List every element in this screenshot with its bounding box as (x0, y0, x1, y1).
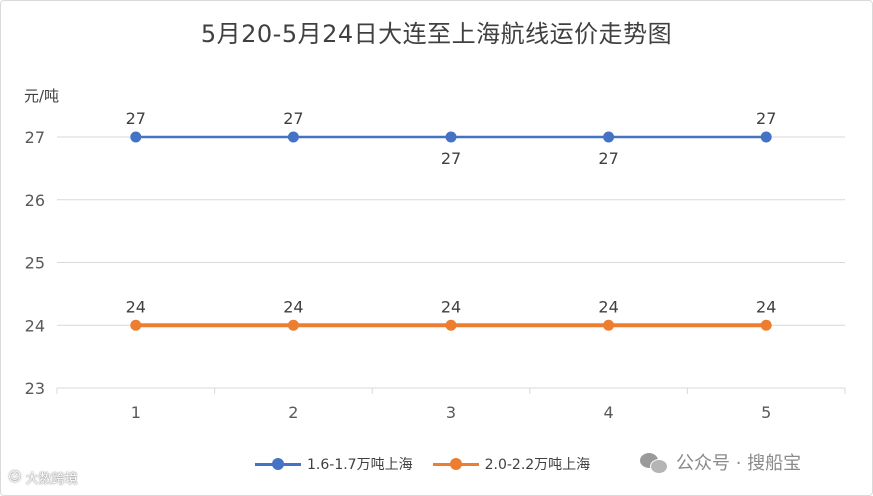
x-tick-label: 2 (288, 403, 298, 422)
data-label-series-2: 24 (283, 297, 303, 316)
data-point-series-1 (445, 131, 457, 143)
data-point-series-1 (130, 131, 142, 143)
watermark-left-text: 大数跨境 (25, 472, 78, 487)
data-label-series-1: 27 (598, 149, 618, 168)
watermark-left: ☺ 大数跨境 (8, 468, 78, 487)
y-tick-label: 26 (25, 191, 45, 210)
data-point-series-2 (760, 319, 772, 331)
data-label-series-1: 27 (441, 149, 461, 168)
y-axis-unit-label: 元/吨 (24, 87, 60, 105)
wechat-icon (640, 451, 668, 474)
data-point-series-2 (445, 319, 457, 331)
data-label-series-2: 24 (756, 297, 776, 316)
y-tick-label: 27 (25, 128, 45, 147)
data-label-series-1: 27 (283, 109, 303, 128)
legend-item-series-1[interactable]: 1.6-1.7万吨上海 (255, 454, 413, 474)
watermark-right: 公众号 · 搜船宝 (640, 449, 801, 475)
data-point-series-2 (130, 319, 142, 331)
data-label-series-1: 27 (756, 109, 776, 128)
legend-label-series-2: 2.0-2.2万吨上海 (484, 457, 591, 473)
chart-title: 5月20-5月24日大连至上海航线运价走势图 (200, 20, 673, 48)
legend-swatch-series-1 (255, 457, 301, 471)
legend-swatch-series-2 (432, 457, 479, 471)
smiley-logo-icon: ☺ (8, 470, 22, 485)
y-tick-label: 24 (25, 316, 45, 335)
x-tick-label: 4 (604, 403, 614, 422)
data-label-series-1: 27 (126, 109, 146, 128)
legend-item-series-2[interactable]: 2.0-2.2万吨上海 (432, 454, 591, 474)
legend: 1.6-1.7万吨上海 2.0-2.2万吨上海 (255, 450, 590, 478)
x-tick-label: 5 (761, 403, 771, 422)
data-label-series-2: 24 (126, 297, 146, 316)
data-point-series-1 (287, 131, 299, 143)
data-label-series-2: 24 (441, 297, 461, 316)
x-tick-label: 3 (446, 403, 456, 422)
data-point-series-1 (603, 131, 615, 143)
legend-label-series-1: 1.6-1.7万吨上海 (307, 457, 413, 473)
data-point-series-1 (760, 131, 772, 143)
y-tick-label: 23 (25, 379, 45, 398)
x-tick-label: 1 (131, 403, 141, 422)
watermark-right-text: 公众号 · 搜船宝 (676, 453, 802, 474)
data-point-series-2 (287, 319, 299, 331)
data-point-series-2 (603, 319, 615, 331)
y-tick-label: 25 (25, 254, 45, 273)
data-label-series-2: 24 (598, 297, 618, 316)
